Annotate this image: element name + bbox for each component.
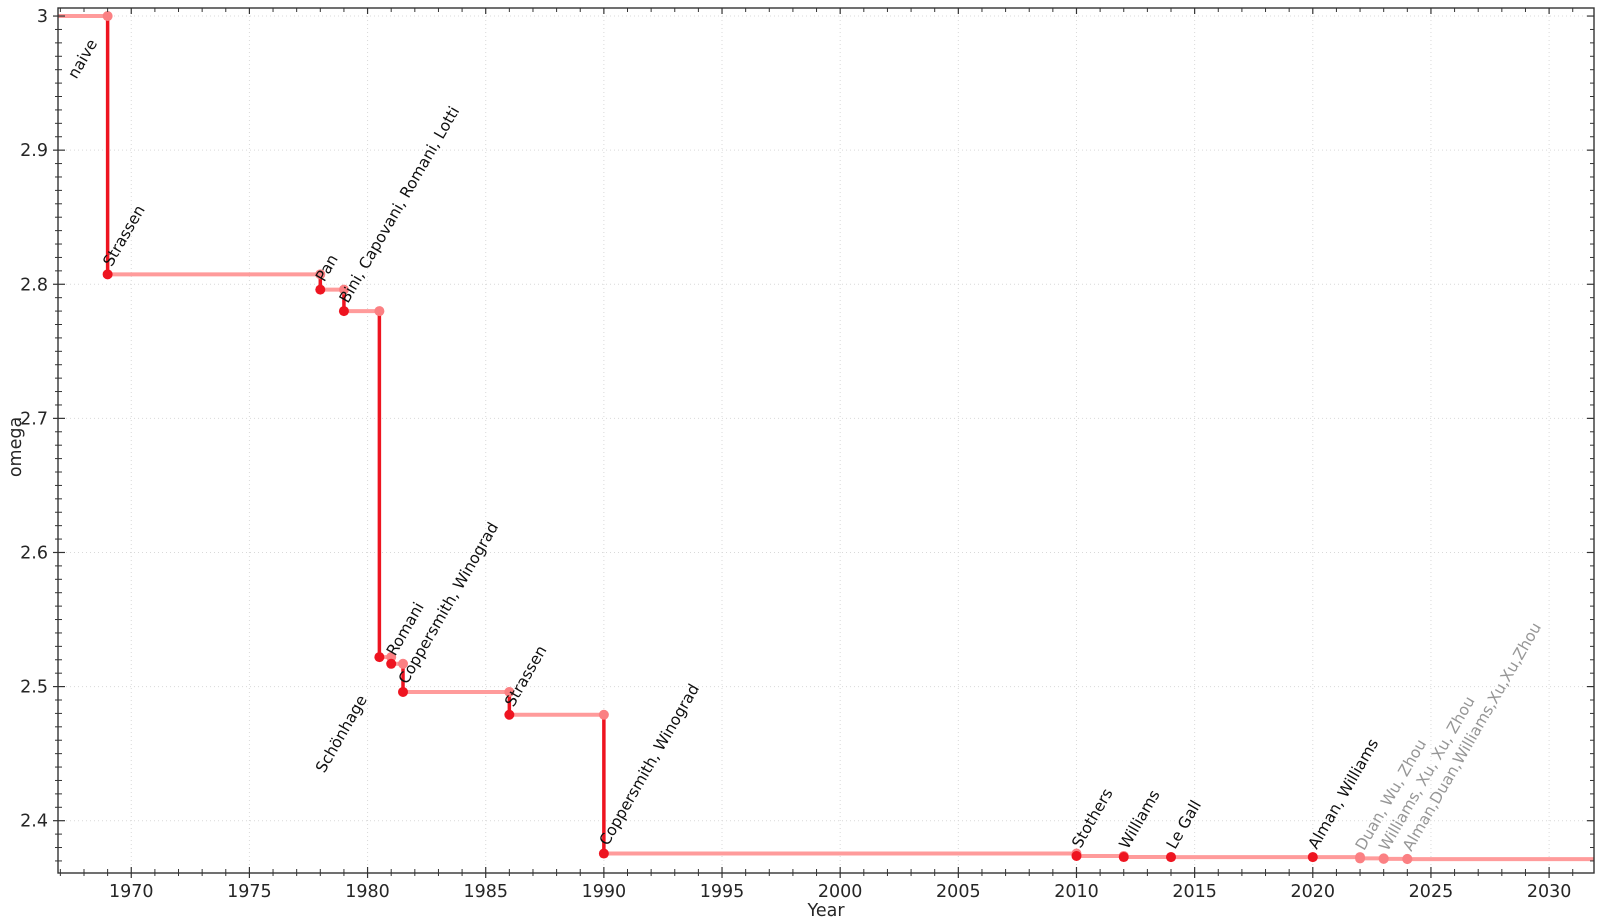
corner-point-1990 [598, 709, 609, 720]
point-bini-capovani-romani-lotti-1979 [338, 306, 349, 317]
label-pan: Pan [312, 251, 342, 284]
point-alman-williams-2020 [1307, 852, 1318, 863]
label-le-gall: Le Gall [1163, 797, 1205, 852]
label-stothers: Stothers [1068, 785, 1116, 851]
x-tick-label-1985: 1985 [463, 882, 508, 902]
x-tick-label-2010: 2010 [1054, 882, 1099, 902]
label-sch-nhage: Schönhage [312, 692, 371, 776]
x-tick-label-2025: 2025 [1409, 882, 1454, 902]
label-naive: naive [64, 36, 101, 82]
y-tick-label-2.7: 2.7 [20, 409, 48, 429]
point-strassen-1986 [504, 709, 515, 720]
corner-point-1986 [504, 686, 515, 697]
point-williams-xu-xu-zhou-2023 [1378, 853, 1389, 864]
x-axis-title: Year [807, 901, 845, 920]
x-tick-label-1975: 1975 [227, 882, 272, 902]
x-tick-label-1980: 1980 [345, 882, 390, 902]
x-tick-label-2015: 2015 [1172, 882, 1217, 902]
corner-point-1980.5 [374, 306, 385, 317]
step-line-horizontal-segments [58, 14, 1594, 862]
point-pan-1978 [315, 284, 326, 295]
point-sch-nhage-1980.5 [374, 652, 385, 663]
y-tick-label-2.8: 2.8 [20, 275, 48, 295]
x-tick-label-2020: 2020 [1291, 882, 1336, 902]
gridlines [58, 8, 1594, 873]
point-romani-1981 [386, 658, 397, 669]
plot-border [57, 7, 1595, 874]
point-williams-2012 [1118, 852, 1129, 863]
y-tick-label-2.5: 2.5 [20, 678, 48, 698]
ticks [53, 8, 1594, 878]
label-strassen: Strassen [501, 642, 550, 709]
point-coppersmith-winograd-1990 [598, 848, 609, 859]
step-line-vertical-segments [105, 16, 1410, 860]
corner-point-1979 [338, 284, 349, 295]
point-coppersmith-winograd-1981.5 [398, 686, 409, 697]
previous-bound-points [102, 11, 1413, 864]
x-tick-label-2030: 2030 [1527, 882, 1572, 902]
y-tick-label-2.6: 2.6 [20, 543, 48, 563]
y-axis-title: omega [6, 416, 26, 478]
improvement-points [102, 269, 1413, 865]
label-williams: Williams [1116, 787, 1164, 852]
tick-labels: 1970 1975 1980 1985 1990 1995 2000 2005 2010 2015… [20, 7, 1571, 902]
x-tick-label-1990: 1990 [582, 882, 627, 902]
y-tick-label-3: 3 [37, 7, 48, 27]
x-tick-label-2005: 2005 [936, 882, 981, 902]
point-strassen-1969 [102, 269, 113, 280]
y-tick-label-2.9: 2.9 [20, 141, 48, 161]
corner-point-1981.5 [398, 658, 409, 669]
corner-point-1969 [102, 11, 113, 22]
y-tick-label-2.4: 2.4 [20, 812, 48, 832]
corner-point-1978 [315, 269, 326, 280]
point-le-gall-2014 [1166, 852, 1177, 863]
label-coppersmith-winograd: Coppersmith, Winograd [596, 681, 703, 849]
x-tick-label-1995: 1995 [700, 882, 745, 902]
point-stothers-2010 [1071, 850, 1082, 861]
point-duan-wu-zhou-2022 [1355, 853, 1366, 864]
point-alman-duan-williams-xu-xu-zhou-2024 [1402, 854, 1413, 865]
label-alman-duan-williams-xu-xu-zhou: Alman,Duan,Williams,Xu,Xu,Zhou [1399, 619, 1545, 854]
label-bini-capovani-romani-lotti: Bini, Capovani, Romani, Lotti [336, 103, 463, 306]
x-tick-label-1970: 1970 [109, 882, 154, 902]
x-tick-label-2000: 2000 [818, 882, 863, 902]
axes [57, 7, 1595, 874]
